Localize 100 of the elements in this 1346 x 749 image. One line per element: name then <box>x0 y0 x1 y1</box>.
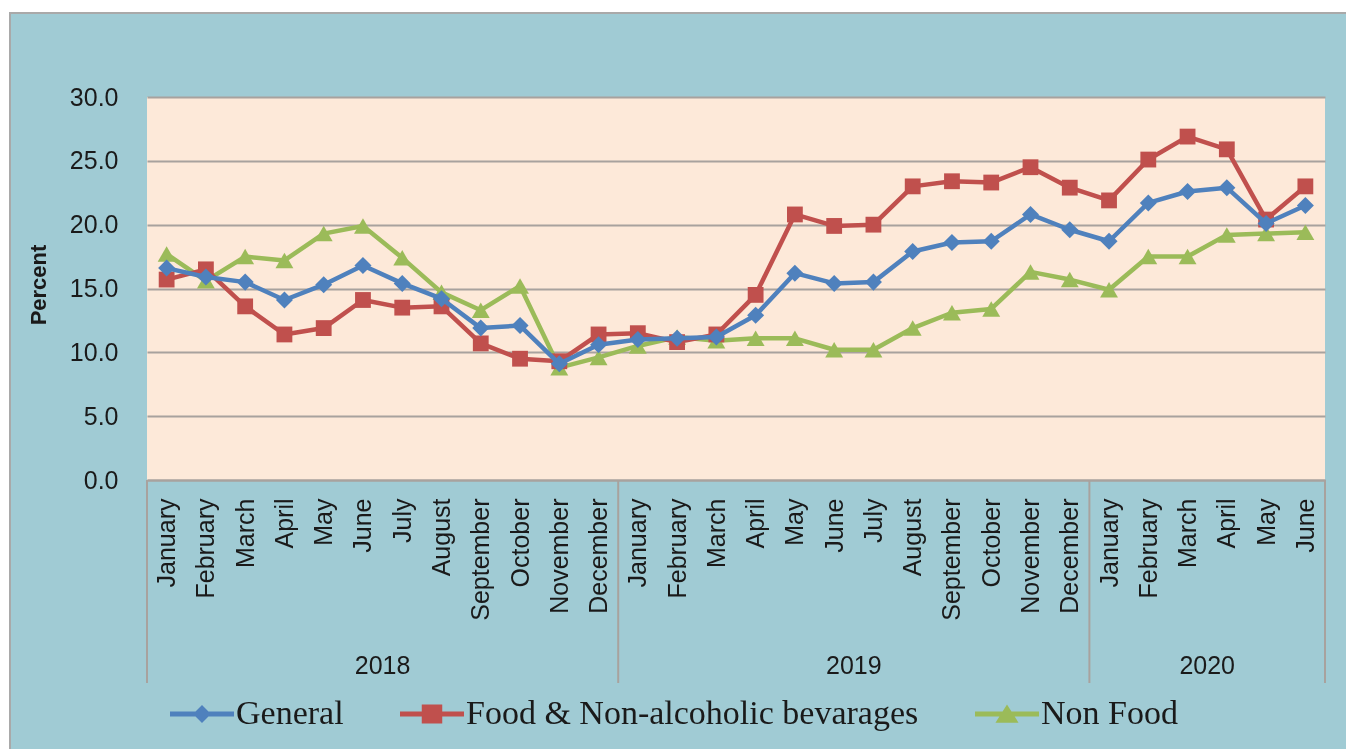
point <box>158 259 176 277</box>
point <box>825 342 844 358</box>
y-tick-label: 25.0 <box>69 146 119 175</box>
point <box>394 299 411 316</box>
point <box>354 257 372 275</box>
point <box>314 225 333 242</box>
point <box>1021 205 1040 223</box>
x-tick-label: October <box>976 498 1005 588</box>
x-tick-label: March <box>1173 498 1202 568</box>
point <box>1100 232 1118 250</box>
point <box>746 330 765 347</box>
x-tick-label: April <box>1212 498 1241 549</box>
point <box>236 273 254 291</box>
point <box>629 331 647 349</box>
point <box>512 350 528 367</box>
point <box>903 320 922 336</box>
x-tick-label: December <box>584 498 613 614</box>
y-tick-label: 0.0 <box>83 465 119 494</box>
point <box>785 330 804 347</box>
point <box>982 301 1001 317</box>
point <box>393 274 411 292</box>
point <box>276 326 293 343</box>
point <box>1061 221 1079 239</box>
legend-label: General <box>236 694 344 731</box>
point <box>904 242 922 260</box>
x-tick-label: July <box>387 498 416 543</box>
x-tick-label: December <box>1055 498 1084 614</box>
x-tick-label: April <box>741 498 770 549</box>
point <box>1296 224 1315 241</box>
point <box>826 218 843 234</box>
x-tick-label: February <box>1133 498 1162 599</box>
point <box>825 274 843 292</box>
x-tick-label: November <box>544 498 573 614</box>
text: 2018 <box>354 651 411 679</box>
point <box>315 320 332 336</box>
y-tick-label: 30.0 <box>69 82 119 111</box>
y-tick-label: 5.0 <box>83 401 119 430</box>
y-tick-label: 10.0 <box>69 337 119 366</box>
x-tick-label: January <box>623 498 652 588</box>
point <box>865 216 882 233</box>
text: 2019 <box>825 651 882 679</box>
point <box>982 232 1000 250</box>
point <box>511 317 529 335</box>
point <box>943 305 961 321</box>
point <box>1061 179 1078 196</box>
text: 2020 <box>1179 651 1236 679</box>
x-tick-label: April <box>269 498 298 549</box>
point <box>511 278 529 294</box>
point <box>943 234 961 252</box>
point <box>1217 227 1236 243</box>
point <box>432 290 451 308</box>
point <box>237 298 254 315</box>
point <box>1179 182 1197 200</box>
point <box>472 319 490 337</box>
x-tick-label: August <box>427 498 455 577</box>
point <box>1178 248 1197 265</box>
point <box>157 246 176 262</box>
point <box>983 174 1000 191</box>
point <box>747 306 765 324</box>
x-tick-label: January <box>152 498 181 588</box>
point <box>904 178 921 195</box>
point <box>944 173 960 190</box>
point <box>1140 151 1157 168</box>
point <box>355 292 371 308</box>
point <box>590 336 608 354</box>
point <box>1297 178 1314 195</box>
point <box>236 248 255 265</box>
y-tick-label: 20.0 <box>69 210 119 239</box>
point <box>786 264 804 282</box>
x-tick-label: January <box>1094 498 1123 588</box>
x-tick-label: May <box>780 498 809 546</box>
x-tick-label: June <box>348 498 377 553</box>
point <box>1100 282 1118 298</box>
x-tick-label: February <box>191 498 220 599</box>
x-tick-label: February <box>662 498 691 599</box>
point <box>1101 192 1117 209</box>
x-tick-label: August <box>898 498 927 577</box>
point <box>1060 271 1079 288</box>
y-tick-label: 15.0 <box>69 274 119 302</box>
x-tick-label: June <box>1290 498 1319 553</box>
x-tick-label: March <box>230 498 259 568</box>
point <box>747 286 764 303</box>
point <box>1296 197 1314 215</box>
point <box>197 268 215 286</box>
point <box>472 335 489 352</box>
point <box>1218 141 1235 158</box>
x-tick-label: October <box>505 498 534 588</box>
point <box>1022 159 1039 176</box>
point <box>275 291 293 309</box>
point <box>1257 214 1275 232</box>
point <box>786 206 803 223</box>
y-axis-title: Percent <box>25 243 51 326</box>
legend-label: Food & Non-alcoholic bevarages <box>466 694 919 731</box>
point <box>471 302 490 318</box>
point <box>275 252 294 269</box>
x-tick-label: September <box>466 498 495 621</box>
x-tick-label: July <box>858 498 887 543</box>
point <box>864 342 883 358</box>
x-tick-label: May <box>309 498 338 546</box>
point <box>1218 179 1236 197</box>
